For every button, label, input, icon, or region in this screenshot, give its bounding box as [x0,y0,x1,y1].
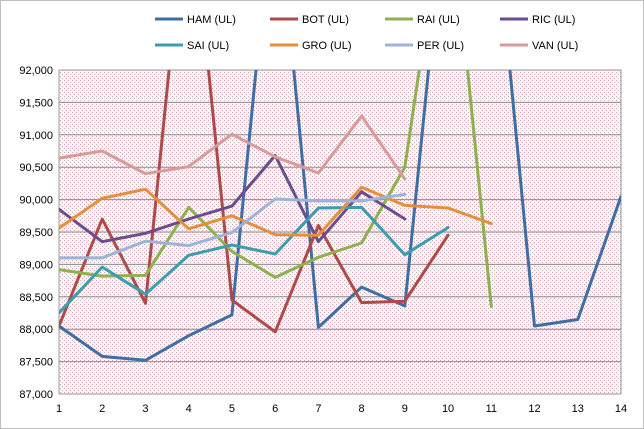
y-tick-label: 89,000 [19,259,53,271]
legend-label-van: VAN (UL) [532,40,578,52]
x-tick-label: 14 [615,403,627,415]
y-tick-label: 92,000 [19,65,53,77]
legend-label-ham: HAM (UL) [187,14,236,26]
x-tick-label: 8 [359,403,365,415]
series-line-ham [59,70,621,362]
series-line-bot [59,70,450,334]
x-tick-label: 12 [528,403,540,415]
series-line-gro [59,185,493,237]
legend-label-sai: SAI (UL) [187,40,229,52]
legend-label-gro: GRO (UL) [302,40,352,52]
y-tick-label: 87,000 [19,389,53,401]
series-lines [59,70,621,362]
x-tick-label: 2 [99,403,105,415]
legend-label-ric: RIC (UL) [532,14,575,26]
y-tick-label: 88,500 [19,292,53,304]
x-tick-label: 3 [142,403,148,415]
x-tick-label: 11 [486,403,497,415]
x-tick-label: 13 [572,403,584,415]
x-tick-label: 10 [442,403,454,415]
series-line-rai [59,70,493,308]
x-tick-label: 1 [56,403,62,415]
series-line-per [59,192,407,260]
x-tick-label: 5 [229,403,235,415]
y-tick-label: 91,000 [19,130,53,142]
series-line-sai [59,205,450,315]
x-tick-label: 6 [272,403,278,415]
series-line-van [59,114,407,181]
y-tick-label: 88,000 [19,324,53,336]
y-tick-label: 90,500 [19,162,53,174]
legend: HAM (UL) BOT (UL) RAI (UL) RIC (UL) SAI (UL)… [155,14,578,52]
x-tick-label: 7 [315,403,321,415]
x-tick-label: 4 [186,403,192,415]
y-tick-label: 89,500 [19,227,53,239]
legend-label-rai: RAI (UL) [417,14,460,26]
legend-label-bot: BOT (UL) [302,14,349,26]
y-tick-label: 87,500 [19,357,53,369]
legend-label-per: PER (UL) [417,40,464,52]
y-tick-label: 91,500 [19,97,53,109]
y-axis: 87,000 87,500 88,000 88,500 89,000 89,500 90,0… [19,65,53,401]
x-tick-label: 9 [402,403,408,415]
x-axis: 1 2 3 4 5 6 7 8 9 10 11 12 13 14 [56,403,627,415]
y-tick-label: 90,000 [19,195,53,207]
